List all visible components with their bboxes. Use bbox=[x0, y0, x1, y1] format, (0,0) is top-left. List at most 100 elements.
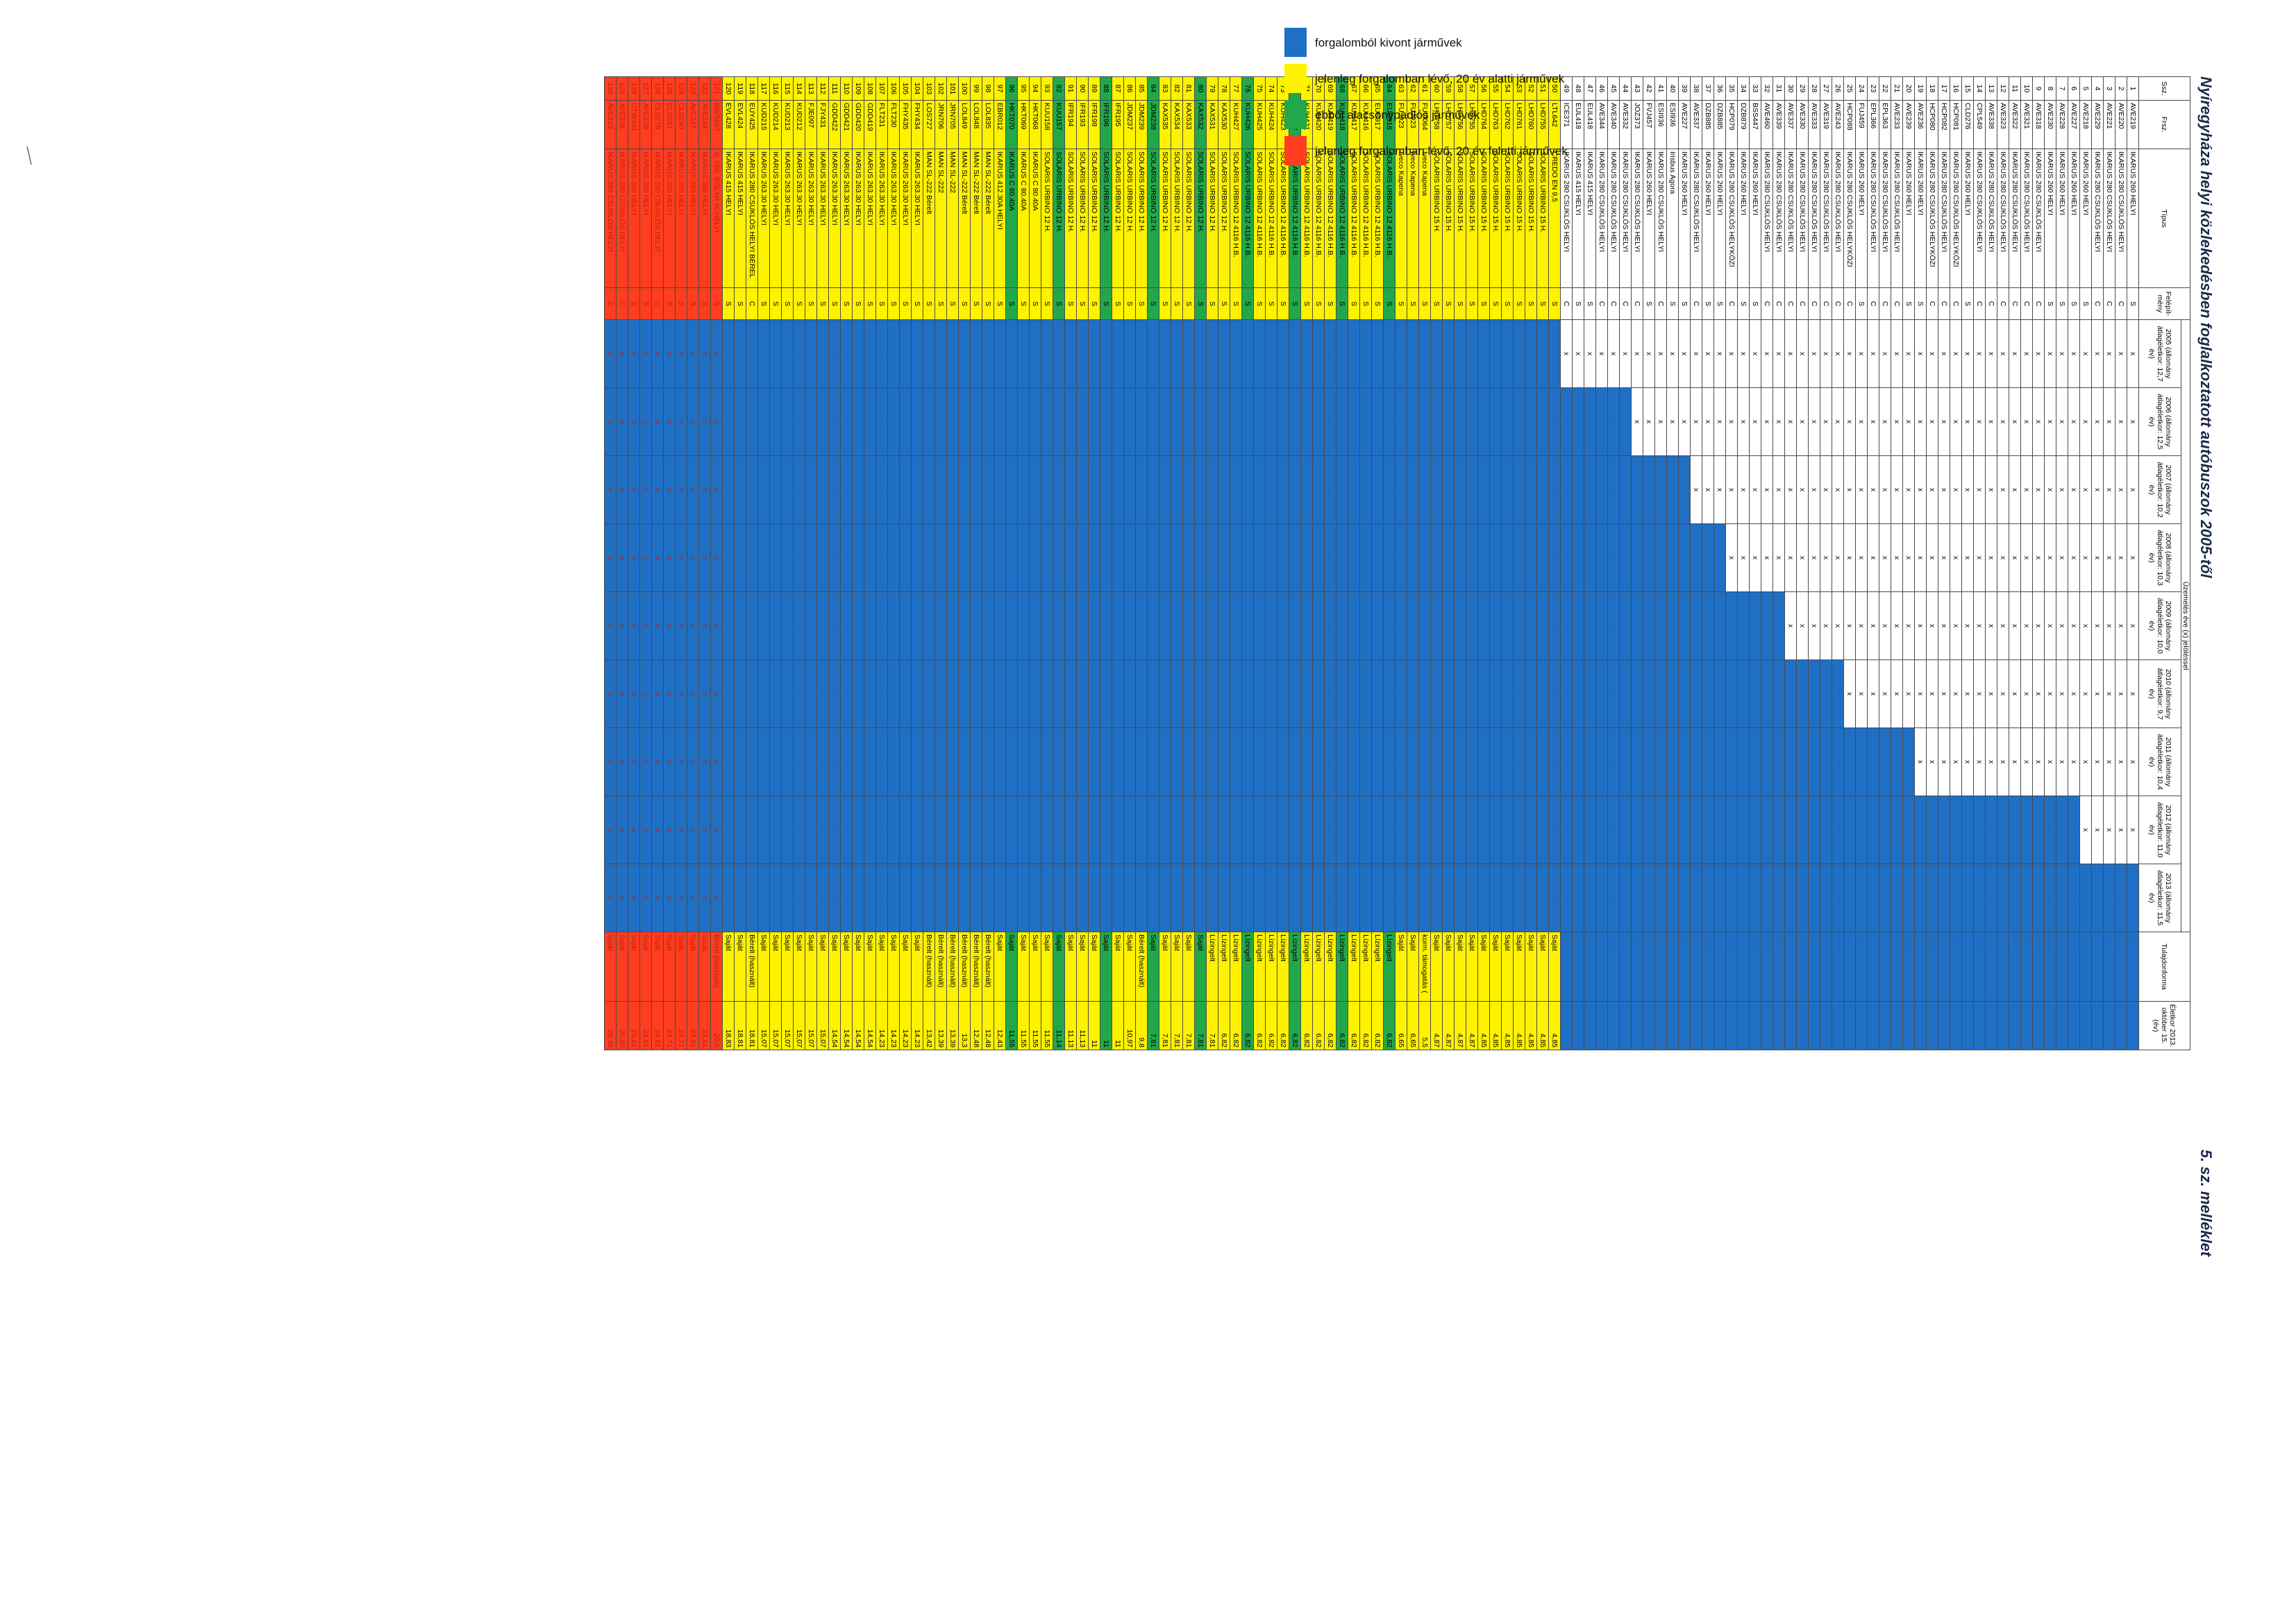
cell-year-mark: x bbox=[1525, 728, 1537, 796]
cell-year-mark: x bbox=[982, 864, 994, 932]
header-felepitmeny: Felépít-mény bbox=[2138, 287, 2190, 320]
cell-ssz: 116 bbox=[769, 76, 782, 101]
cell-ssz: 123 bbox=[687, 76, 699, 101]
cell-year-mark: x bbox=[1206, 455, 1218, 524]
cell-year-mark: x bbox=[2127, 864, 2139, 932]
cell-eletkor: 13,3 bbox=[958, 1001, 971, 1050]
cell-year-mark: x bbox=[710, 796, 723, 864]
cell-year-mark: x bbox=[1855, 659, 1868, 728]
cell-year-mark: x bbox=[1796, 728, 1809, 796]
cell-tipus: IKARUS 260 HELYI bbox=[2056, 149, 2068, 288]
cell-frsz: AVE322 bbox=[2009, 100, 2021, 149]
cell-year-mark: x bbox=[1064, 387, 1077, 456]
cell-year-mark: x bbox=[1749, 591, 1761, 660]
cell-tipus: IKARUS 260 HELYI bbox=[2079, 149, 2092, 288]
cell-year-mark: x bbox=[687, 796, 699, 864]
cell-year-mark: x bbox=[616, 523, 628, 592]
cell-year-mark: x bbox=[1643, 796, 1655, 864]
cell-year-mark: x bbox=[1194, 591, 1207, 660]
cell-year-mark: x bbox=[734, 864, 746, 932]
cell-year-mark: x bbox=[1206, 796, 1218, 864]
cell-year-mark: x bbox=[1442, 319, 1455, 388]
cell-year-mark: x bbox=[1407, 728, 1419, 796]
cell-ssz: 13 bbox=[1985, 76, 1997, 101]
cell-frsz: AVE220 bbox=[2115, 100, 2127, 149]
cell-year-mark: x bbox=[1631, 796, 1643, 864]
cell-tulajdonforma: Saját bbox=[1832, 932, 1844, 1002]
cell-tulajdonforma: Saját bbox=[852, 932, 864, 1002]
cell-year-mark: x bbox=[1489, 659, 1502, 728]
cell-year-mark: x bbox=[875, 591, 888, 660]
cell-tulajdonforma: Saját bbox=[1525, 932, 1537, 1002]
cell-year-mark: x bbox=[911, 523, 923, 592]
cell-year-mark: x bbox=[1383, 387, 1396, 456]
cell-year-mark: x bbox=[1100, 591, 1112, 660]
cell-year-mark: x bbox=[2056, 796, 2068, 864]
cell-year-mark: x bbox=[887, 591, 900, 660]
cell-year-mark: x bbox=[1312, 659, 1325, 728]
cell-year-mark: x bbox=[1371, 591, 1384, 660]
cell-year-mark: x bbox=[1737, 319, 1750, 388]
cell-eletkor: 12,43 bbox=[994, 1001, 1006, 1050]
cell-year-mark: x bbox=[1454, 523, 1466, 592]
cell-year-mark: x bbox=[1194, 728, 1207, 796]
legend-swatch-blue bbox=[1284, 28, 1307, 57]
cell-tipus: IKARUS 280 CSUKLÓS HELYKÖZI bbox=[1926, 149, 1938, 288]
cell-frsz: FHY435 bbox=[899, 100, 912, 149]
cell-year-mark: x bbox=[1584, 659, 1596, 728]
cell-year-mark: x bbox=[1843, 387, 1856, 456]
cell-felepitmeny: C bbox=[1773, 287, 1785, 320]
cell-year-mark: x bbox=[1348, 796, 1360, 864]
cell-tipus: IKARUS 280 CSUKLÓS HELYI bbox=[2009, 149, 2021, 288]
cell-eletkor bbox=[1891, 1001, 1903, 1050]
cell-year-mark: x bbox=[1454, 591, 1466, 660]
cell-year-mark: x bbox=[1171, 455, 1183, 524]
cell-eletkor: 4,87 bbox=[1466, 1001, 1478, 1050]
cell-year-mark: x bbox=[958, 796, 971, 864]
cell-year-mark: x bbox=[1643, 864, 1655, 932]
cell-felepitmeny: S bbox=[1289, 287, 1301, 320]
cell-eletkor bbox=[1796, 1001, 1809, 1050]
cell-ssz: 111 bbox=[828, 76, 841, 101]
cell-year-mark: x bbox=[1076, 796, 1089, 864]
cell-year-mark: x bbox=[1501, 319, 1514, 388]
cell-ssz: 98 bbox=[982, 76, 994, 101]
cell-year-mark: x bbox=[1265, 659, 1277, 728]
cell-tulajdonforma: Saját bbox=[1961, 932, 1974, 1002]
cell-tulajdonforma: Saját bbox=[604, 932, 617, 1002]
cell-year-mark: x bbox=[1289, 523, 1301, 592]
cell-year-mark: x bbox=[1454, 387, 1466, 456]
cell-year-mark: x bbox=[1418, 591, 1431, 660]
cell-year-mark: x bbox=[651, 523, 664, 592]
cell-frsz: JRN706 bbox=[935, 100, 947, 149]
cell-year-mark: x bbox=[1536, 523, 1549, 592]
cell-year-mark: x bbox=[899, 591, 912, 660]
cell-year-mark: x bbox=[864, 591, 876, 660]
cell-year-mark: x bbox=[1100, 728, 1112, 796]
cell-year-mark: x bbox=[2020, 659, 2033, 728]
cell-year-mark: x bbox=[1442, 591, 1455, 660]
cell-year-mark: x bbox=[911, 796, 923, 864]
cell-tulajdonforma: Saját bbox=[1737, 932, 1750, 1002]
cell-year-mark: x bbox=[604, 796, 617, 864]
cell-year-mark: x bbox=[757, 728, 770, 796]
cell-year-mark: x bbox=[828, 864, 841, 932]
cell-year-mark: x bbox=[1395, 387, 1407, 456]
cell-tipus: IKARUS 280 CSUKLÓS HELYI bbox=[1867, 149, 1879, 288]
cell-year-mark: x bbox=[746, 387, 758, 456]
cell-year-mark: x bbox=[1064, 319, 1077, 388]
cell-year-mark: x bbox=[1654, 796, 1667, 864]
cell-felepitmeny: S bbox=[911, 287, 923, 320]
cell-year-mark: x bbox=[816, 796, 829, 864]
cell-year-mark: x bbox=[1100, 455, 1112, 524]
cell-tipus: IKARUS 280 CSUKLÓS HELYI bbox=[1761, 149, 1773, 288]
